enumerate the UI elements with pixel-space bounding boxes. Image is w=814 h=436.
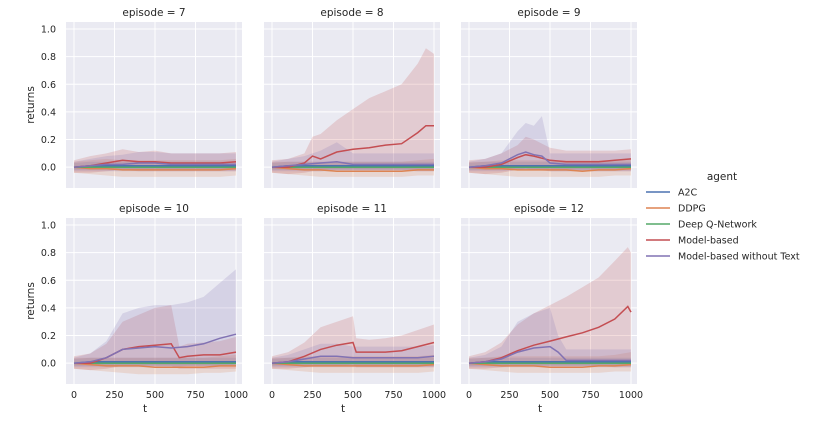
x-axis-label: t xyxy=(538,403,542,415)
series-line xyxy=(73,361,236,364)
series-line xyxy=(468,345,631,364)
series-line xyxy=(468,305,632,364)
x-tick-label: 0 xyxy=(269,390,275,401)
series-line xyxy=(271,355,435,364)
series-line xyxy=(73,165,236,168)
x-tick-label: 0 xyxy=(466,390,472,401)
panel-background xyxy=(264,22,440,188)
legend-title: agent xyxy=(707,171,737,183)
y-axis-label: returns xyxy=(25,86,37,124)
y-tick-label: 0.4 xyxy=(41,107,56,118)
series-line xyxy=(73,159,237,168)
series-line xyxy=(271,165,434,168)
y-tick-label: 0.8 xyxy=(41,52,56,63)
series-line xyxy=(271,362,435,367)
panel-background xyxy=(461,218,637,384)
series-line xyxy=(272,124,434,168)
panel-title: episode = 12 xyxy=(514,203,584,215)
series-line xyxy=(73,333,237,364)
y-axis-label: returns xyxy=(25,282,37,320)
y-tick-label: 0.6 xyxy=(41,276,56,287)
x-tick-label: 1000 xyxy=(619,390,643,401)
confidence-band xyxy=(74,354,236,375)
series-line xyxy=(271,160,434,168)
legend-label: Model-based without Text xyxy=(678,252,800,263)
x-tick-label: 750 xyxy=(384,390,402,401)
facet-panel: episode = 11 0 250 500 750 1000 t xyxy=(264,203,446,415)
x-tick-label: 500 xyxy=(344,390,362,401)
facet-panel: episode = 10 0.0 0.2 0.4 0.6 0.8 1.0 returns 0 25… xyxy=(25,203,248,415)
series-line xyxy=(468,151,631,168)
x-tick-label: 1000 xyxy=(422,390,446,401)
y-tick-label: 1.0 xyxy=(41,25,56,36)
x-tick-label: 250 xyxy=(105,390,123,401)
panel-title: episode = 9 xyxy=(517,7,580,19)
panel-background xyxy=(264,218,440,384)
facet-panel: episode = 9 xyxy=(461,7,637,188)
x-axis-label: t xyxy=(143,403,147,415)
series-line xyxy=(469,153,632,168)
x-tick-label: 0 xyxy=(71,390,77,401)
panel-background xyxy=(66,22,242,188)
x-tick-label: 500 xyxy=(146,390,164,401)
confidence-band xyxy=(74,269,236,368)
panel-title: episode = 7 xyxy=(122,7,185,19)
legend-label: DDPG xyxy=(678,204,706,215)
series-line xyxy=(271,166,434,173)
facet-panel: episode = 8 xyxy=(264,7,440,188)
legend-label: A2C xyxy=(678,188,698,199)
series-line xyxy=(73,166,237,171)
panel-title: episode = 10 xyxy=(119,203,189,215)
x-tick-label: 250 xyxy=(303,390,321,401)
series-line xyxy=(73,362,236,369)
facet-panel: episode = 12 0 250 500 750 1000 t xyxy=(461,203,643,415)
x-tick-label: 1000 xyxy=(224,390,248,401)
y-tick-label: 0.2 xyxy=(41,135,56,146)
x-tick-label: 250 xyxy=(500,390,518,401)
legend-label: Model-based xyxy=(678,236,739,247)
y-tick-label: 0.2 xyxy=(41,331,56,342)
legend-label: Deep Q-Network xyxy=(678,220,757,231)
series-line xyxy=(271,361,434,364)
y-tick-label: 1.0 xyxy=(41,221,56,232)
x-tick-label: 500 xyxy=(541,390,559,401)
x-axis-label: t xyxy=(341,403,345,415)
series-line xyxy=(73,162,236,168)
confidence-band xyxy=(469,116,631,172)
y-tick-label: 0.8 xyxy=(41,248,56,259)
y-tick-label: 0.0 xyxy=(41,359,56,370)
panel-background xyxy=(66,218,242,384)
y-tick-label: 0.4 xyxy=(41,303,56,314)
series-line xyxy=(468,362,632,369)
facet-panel: episode = 7 0.0 0.2 0.4 0.6 0.8 1.0 returns xyxy=(25,7,242,188)
panel-title: episode = 11 xyxy=(317,203,387,215)
confidence-band xyxy=(469,247,631,369)
x-tick-label: 750 xyxy=(186,390,204,401)
series-line xyxy=(468,361,631,364)
confidence-band xyxy=(272,48,434,175)
series-line xyxy=(468,166,632,173)
x-tick-label: 750 xyxy=(581,390,599,401)
confidence-band xyxy=(469,307,631,368)
series-line xyxy=(271,341,435,364)
legend: agent A2C DDPG Deep Q-Network Model-based Mod… xyxy=(646,171,800,263)
y-tick-label: 0.6 xyxy=(41,80,56,91)
y-tick-label: 0.0 xyxy=(41,163,56,174)
panel-title: episode = 8 xyxy=(320,7,383,19)
